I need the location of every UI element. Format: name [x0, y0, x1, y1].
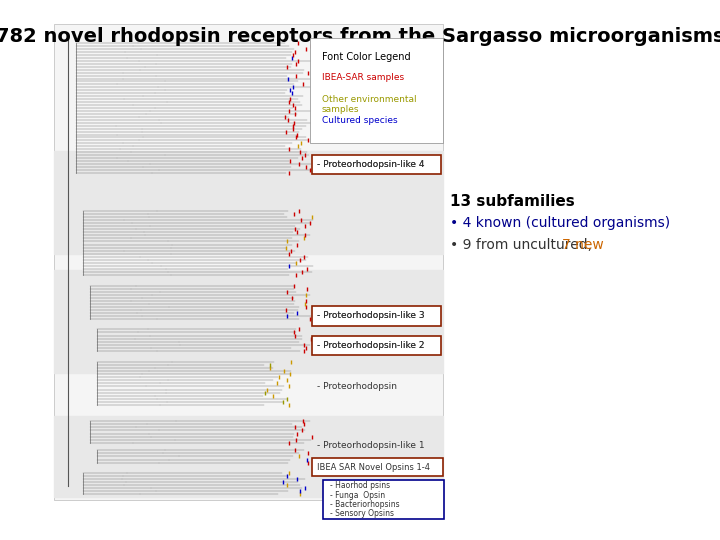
Text: 13 subfamilies: 13 subfamilies — [450, 194, 575, 210]
Text: - Funga  Opsin: - Funga Opsin — [330, 491, 385, 500]
Text: - Proteorhodopsin-like 1: - Proteorhodopsin-like 1 — [317, 441, 424, 450]
Bar — [54, 151, 443, 254]
Text: 782 novel rhodopsin receptors from the Sargasso microorganisms: 782 novel rhodopsin receptors from the S… — [0, 27, 720, 46]
Text: - Proteorhodopsin: - Proteorhodopsin — [317, 382, 397, 390]
Bar — [54, 416, 443, 497]
Text: - Haorhod psins: - Haorhod psins — [330, 482, 390, 490]
Text: IBEA SAR Novel Opsins 1-4: IBEA SAR Novel Opsins 1-4 — [317, 463, 430, 471]
FancyBboxPatch shape — [54, 24, 443, 500]
Bar — [54, 270, 443, 373]
Text: • 9 from uncultured,: • 9 from uncultured, — [450, 238, 596, 252]
FancyBboxPatch shape — [312, 155, 441, 174]
Text: Font Color Legend: Font Color Legend — [322, 52, 410, 63]
Text: Other environmental
samples: Other environmental samples — [322, 94, 416, 114]
Text: - Proteorhodopsin-like 4: - Proteorhodopsin-like 4 — [317, 160, 424, 169]
FancyBboxPatch shape — [312, 306, 441, 326]
FancyBboxPatch shape — [312, 458, 443, 476]
Text: - Proteorhodopsin-like 2: - Proteorhodopsin-like 2 — [317, 341, 424, 350]
FancyBboxPatch shape — [312, 336, 441, 355]
Text: - Bacteriorhopsins: - Bacteriorhopsins — [330, 500, 400, 509]
FancyBboxPatch shape — [310, 38, 443, 143]
FancyBboxPatch shape — [323, 480, 444, 519]
Text: - Proteorhodopsin-like 2: - Proteorhodopsin-like 2 — [317, 341, 424, 350]
Text: - Sensory Opsins: - Sensory Opsins — [330, 509, 394, 518]
Text: - Proteorhodopsin-like 3: - Proteorhodopsin-like 3 — [317, 312, 424, 320]
Text: - Proteorhodopsin-like 3: - Proteorhodopsin-like 3 — [317, 312, 424, 320]
Text: 7 new: 7 new — [562, 238, 603, 252]
Text: Cultured species: Cultured species — [322, 116, 397, 125]
Text: • 4 known (cultured organisms): • 4 known (cultured organisms) — [450, 216, 670, 230]
Text: IBEA-SAR samples: IBEA-SAR samples — [322, 73, 404, 82]
Text: - Proteorhodopsin-like 4: - Proteorhodopsin-like 4 — [317, 160, 424, 169]
